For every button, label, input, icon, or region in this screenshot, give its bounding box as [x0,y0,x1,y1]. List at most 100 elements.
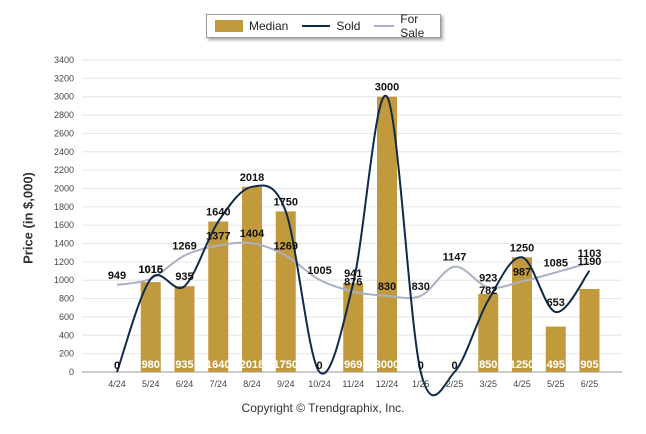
median-label-3: 1640 [206,359,230,371]
x-tick-label-4-25: 4/25 [513,379,531,389]
median-bar-14 [579,288,600,372]
for-sale-swatch [374,25,395,27]
sold-label-1: 1015 [139,264,163,276]
for-sale-label-4: 1404 [240,228,265,240]
median-bar-2 [174,286,195,372]
legend-item-for-sale: For Sale [374,12,432,40]
y-tick-label-1000: 1000 [54,275,74,285]
median-bar-5 [275,211,296,372]
sold-label-4: 2018 [240,172,264,184]
x-tick-label-10-24: 10/24 [308,379,331,389]
x-tick-label-11-24: 11/24 [342,379,364,389]
y-tick-label-0: 0 [69,367,74,377]
median-label-13: 495 [547,359,565,371]
median-label-2: 935 [175,359,193,371]
legend-label-sold: Sold [336,19,361,33]
legend-label-for-sale: For Sale [400,12,425,40]
x-tick-label-8-24: 8/24 [243,379,261,389]
sold-label-6: 0 [316,360,322,372]
sold-label-8: 3000 [375,82,399,94]
x-tick-label-7-24: 7/24 [209,379,227,389]
sold-label-5: 1750 [274,196,298,208]
x-tick-label-4-24: 4/24 [108,379,126,389]
x-tick-label-1-25: 1/25 [412,379,430,389]
for-sale-label-14: 1103 [578,248,602,260]
y-tick-label-2800: 2800 [54,110,74,120]
for-sale-label-10: 1147 [443,252,467,264]
y-tick-label-600: 600 [59,312,74,322]
for-sale-line [116,241,590,300]
series-lines [116,94,591,397]
legend-label-median: Median [249,19,289,33]
copyright-text: Copyright © Trendgraphix, Inc. [241,401,405,415]
x-tick-label-12-24: 12/24 [376,379,399,389]
for-sale-label-3: 1377 [206,231,230,243]
for-sale-label-5: 1269 [274,241,298,253]
for-sale-label-7: 876 [344,277,362,289]
sold-line [116,94,591,397]
sold-label-2: 935 [175,271,193,283]
sold-label-7: 941 [344,268,362,280]
y-tick-label-1800: 1800 [54,202,74,212]
median-bar-13 [545,326,566,372]
y-tick-label-2600: 2600 [54,128,74,138]
x-tick-label-6-24: 6/24 [176,379,194,389]
y-tick-label-3400: 3400 [54,55,74,65]
median-bar-1 [140,282,161,372]
median-bar-4 [242,186,262,372]
y-tick-label-1600: 1600 [54,220,74,230]
y-tick-label-1200: 1200 [54,257,74,267]
for-sale-label-11: 923 [479,272,497,284]
sold-label-9: 0 [418,360,424,372]
median-label-11: 850 [479,359,497,371]
x-tick-label-3-25: 3/25 [479,379,497,389]
sold-swatch [302,25,331,27]
median-label-1: 980 [142,359,160,371]
median-label-7: 969 [344,359,362,371]
median-bar-3 [208,221,229,372]
y-axis-ticks: 0 200 400 600 800 1000 1200 1400 1600 1800 2000 220… [54,55,74,377]
y-tick-label-800: 800 [59,294,74,304]
x-tick-label-2-25: 2/25 [446,379,464,389]
y-tick-label-200: 200 [59,349,74,359]
y-tick-label-2000: 2000 [54,183,74,193]
median-label-8: 3000 [375,359,399,371]
median-label-14: 905 [580,359,598,371]
y-tick-label-2400: 2400 [54,147,74,157]
sold-label-3: 1640 [206,207,230,219]
legend-item-sold: Sold [302,19,360,33]
for-sale-label-13: 1085 [544,257,568,269]
sold-label-12: 1250 [510,242,534,254]
x-axis-ticks: 4/24 5/24 6/24 7/24 8/24 9/24 10/24 11/24 12/24 1… [108,379,598,389]
y-axis-title: Price (in $,000) [20,172,36,264]
legend: Median Sold For Sale [206,12,441,40]
y-tick-label-3000: 3000 [54,92,74,102]
gridlines [82,59,622,373]
x-tick-label-9-24: 9/24 [277,379,295,389]
median-label-12: 1250 [510,359,534,371]
median-bar-11 [478,294,499,372]
for-sale-label-12: 987 [513,266,531,278]
median-bar-8 [377,96,397,373]
for-sale-label-1: 1016 [139,264,163,276]
y-tick-label-400: 400 [59,330,74,340]
x-tick-label-6-25: 6/25 [581,379,599,389]
for-sale-label-2: 1269 [172,241,196,253]
y-tick-label-1400: 1400 [54,239,74,249]
sold-label-0: 0 [114,360,120,372]
y-tick-label-3200: 3200 [54,73,74,83]
y-tick-label-2200: 2200 [54,165,74,175]
median-bars [140,96,600,373]
for-sale-label-9: 830 [412,281,430,293]
sold-label-14: 1190 [578,256,602,268]
for-sale-label-8: 830 [378,281,396,293]
median-label-4: 2018 [240,359,264,371]
sold-label-13: 653 [547,297,565,309]
x-tick-label-5-25: 5/25 [547,379,565,389]
sold-label-11: 782 [479,285,497,297]
sold-label-10: 0 [451,360,457,372]
median-bar-12 [512,257,532,372]
legend-item-median: Median [215,19,288,33]
data-labels: 980 935 1640 2018 1750 969 3000 850 1250 495 905 0 1… [108,82,602,372]
